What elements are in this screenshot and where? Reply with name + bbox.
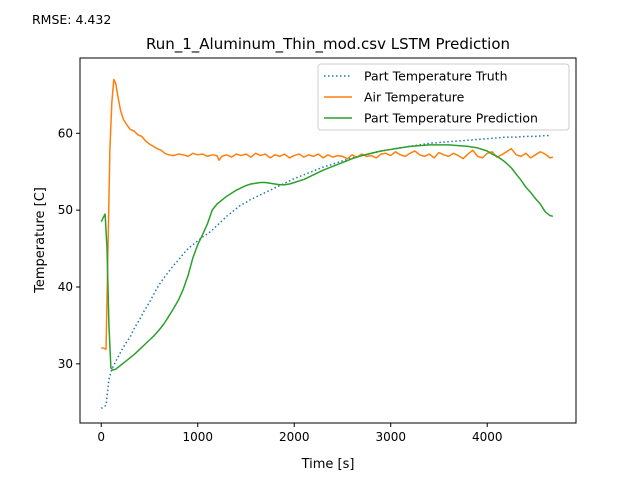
y-tick-label: 30	[58, 357, 73, 371]
x-tick-label: 0	[97, 430, 105, 444]
series-line-2	[101, 78, 554, 350]
series-line-1	[100, 134, 550, 410]
legend-box	[317, 63, 570, 131]
legend-label-3: Part Temperature Prediction	[364, 111, 538, 126]
chart-title: Run_1_Aluminum_Thin_mod.csv LSTM Predict…	[146, 35, 510, 54]
y-axis-ticks: 30 40 50 60	[58, 126, 80, 371]
axes-frame	[79, 57, 577, 424]
x-axis-label: Time [s]	[301, 457, 355, 472]
y-axis-label: Temperature [C]	[33, 187, 48, 294]
x-tick-label: 2000	[279, 430, 310, 444]
x-tick-label: 1000	[182, 430, 213, 444]
legend-label-2: Air Temperature	[364, 90, 465, 105]
legend-label-1: Part Temperature Truth	[364, 69, 508, 84]
series-line-3	[100, 144, 554, 371]
y-tick-label: 40	[58, 280, 73, 294]
x-tick-label: 4000	[472, 430, 503, 444]
x-axis-ticks: 0 1000 2000 3000 4000	[97, 423, 502, 444]
series-layer	[100, 78, 554, 410]
x-tick-label: 3000	[375, 430, 406, 444]
legend: Part Temperature Truth Air Temperature Par…	[317, 63, 570, 131]
y-tick-label: 60	[58, 126, 73, 140]
rmse-annotation: RMSE: 4.432	[32, 12, 111, 27]
y-tick-label: 50	[58, 203, 73, 217]
